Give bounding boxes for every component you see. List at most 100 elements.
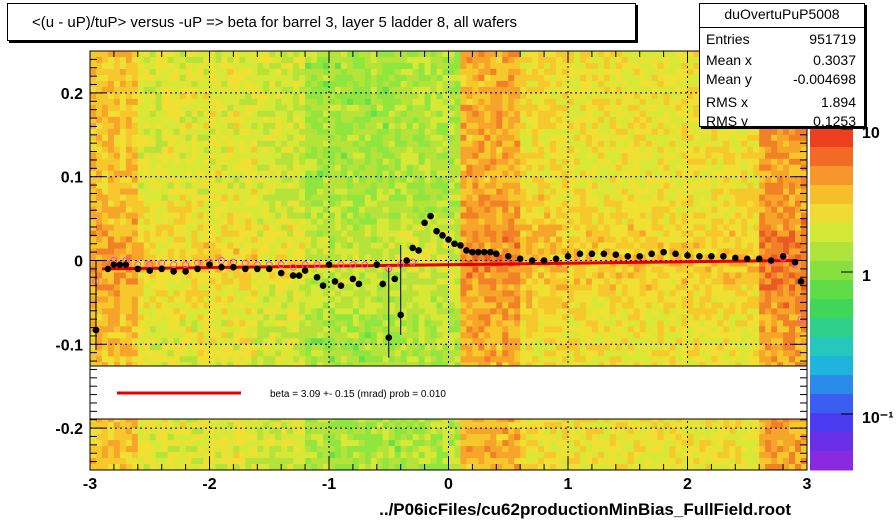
heatmap-cell xyxy=(221,86,229,94)
heatmap-cell xyxy=(490,242,497,250)
heatmap-cell xyxy=(305,344,312,351)
heatmap-cell xyxy=(382,224,390,232)
heatmap-cell xyxy=(460,254,468,262)
heatmap-cell xyxy=(209,428,217,435)
heatmap-cell xyxy=(436,272,444,280)
heatmap-cell xyxy=(185,266,193,274)
heatmap-cell xyxy=(209,86,217,94)
heatmap-cell xyxy=(287,422,294,429)
heatmap-cell xyxy=(143,140,151,148)
heatmap-cell xyxy=(299,92,306,100)
heatmap-cell xyxy=(245,230,252,238)
heatmap-cell xyxy=(496,284,503,292)
heatmap-cell xyxy=(209,62,217,70)
heatmap-cell xyxy=(508,92,515,100)
heatmap-cell xyxy=(191,206,199,214)
heatmap-cell xyxy=(466,350,473,357)
heatmap-cell xyxy=(412,338,420,345)
heatmap-cell xyxy=(257,104,264,112)
heatmap-cell xyxy=(430,266,438,274)
heatmap-cell xyxy=(364,80,372,88)
heatmap-cell xyxy=(131,194,139,202)
heatmap-cell xyxy=(143,182,151,190)
heatmap-cell xyxy=(496,164,503,172)
heatmap-cell xyxy=(95,314,103,321)
heatmap-cell xyxy=(472,110,479,118)
heatmap-cell xyxy=(382,338,390,345)
heatmap-cell xyxy=(496,302,503,309)
heatmap-cell xyxy=(173,182,181,190)
heatmap-cell xyxy=(113,122,121,130)
heatmap-cell xyxy=(334,278,342,286)
heatmap-cell xyxy=(125,320,133,327)
heatmap-cell xyxy=(251,452,258,459)
heatmap-cell xyxy=(191,464,199,470)
heatmap-cell xyxy=(508,116,515,124)
heatmap-cell xyxy=(364,296,372,303)
heatmap-cell xyxy=(394,56,402,64)
heatmap-cell xyxy=(179,74,187,82)
heatmap-cell xyxy=(179,434,187,441)
heatmap-cell xyxy=(508,176,515,184)
heatmap-cell xyxy=(155,62,163,70)
heatmap-cell xyxy=(101,80,109,88)
heatmap-cell xyxy=(400,62,408,70)
heatmap-cell xyxy=(448,248,456,256)
heatmap-cell xyxy=(287,296,294,303)
heatmap-cell xyxy=(269,128,276,136)
heatmap-cell xyxy=(215,80,223,88)
heatmap-cell xyxy=(358,116,366,124)
heatmap-cell xyxy=(203,152,211,160)
heatmap-cell xyxy=(221,80,229,88)
heatmap-cell xyxy=(131,344,139,351)
heatmap-cell xyxy=(460,194,468,202)
heatmap-cell xyxy=(161,152,169,160)
heatmap-cell xyxy=(364,290,372,298)
heatmap-cell xyxy=(209,278,217,286)
heatmap-cell xyxy=(287,338,294,345)
heatmap-cell xyxy=(430,92,438,100)
heatmap-cell xyxy=(299,218,306,226)
heatmap-cell xyxy=(155,218,163,226)
heatmap-cell xyxy=(137,320,145,327)
heatmap-cell xyxy=(215,296,223,303)
heatmap-cell xyxy=(430,56,438,64)
heatmap-cell xyxy=(179,164,187,172)
heatmap-cell xyxy=(167,326,175,333)
heatmap-cell xyxy=(442,320,450,327)
heatmap-cell xyxy=(287,458,294,465)
heatmap-cell xyxy=(358,68,366,76)
heatmap-cell xyxy=(90,428,97,435)
heatmap-cell xyxy=(376,140,384,148)
heatmap-cell xyxy=(269,176,276,184)
heatmap-cell xyxy=(215,104,223,112)
heatmap-cell xyxy=(346,146,354,154)
heatmap-cell xyxy=(167,164,175,172)
heatmap-cell xyxy=(358,182,366,190)
heatmap-cell xyxy=(263,116,270,124)
heatmap-cell xyxy=(155,278,163,286)
heatmap-cell xyxy=(113,338,121,345)
heatmap-cell xyxy=(113,458,121,465)
heatmap-cell xyxy=(418,296,426,303)
heatmap-cell xyxy=(460,296,468,303)
heatmap-cell xyxy=(161,164,169,172)
heatmap-cell xyxy=(227,194,234,202)
heatmap-cell xyxy=(179,332,187,339)
heatmap-cell xyxy=(508,80,515,88)
heatmap-cell xyxy=(484,254,491,262)
heatmap-cell xyxy=(490,302,497,309)
heatmap-cell xyxy=(454,356,462,363)
heatmap-cell xyxy=(430,230,438,238)
heatmap-cell xyxy=(113,140,121,148)
heatmap-cell xyxy=(281,128,288,136)
heatmap-cell xyxy=(466,230,473,238)
heatmap-cell xyxy=(311,452,318,459)
heatmap-cell xyxy=(514,74,521,82)
heatmap-cell xyxy=(317,326,324,333)
heatmap-cell xyxy=(412,182,420,190)
heatmap-cell xyxy=(269,452,276,459)
heatmap-cell xyxy=(191,110,199,118)
heatmap-cell xyxy=(179,338,187,345)
heatmap-cell xyxy=(299,104,306,112)
